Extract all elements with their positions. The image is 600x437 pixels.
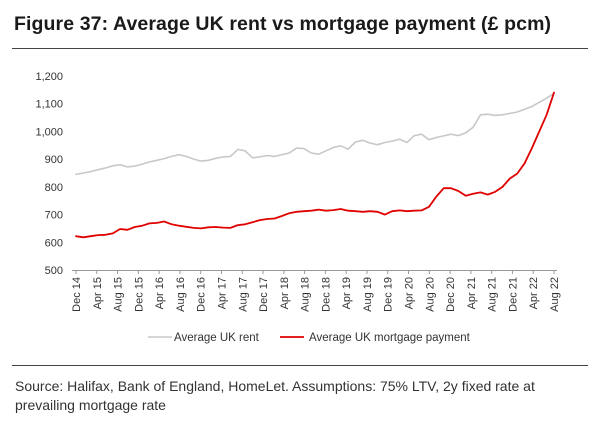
x-tick-label: Apr 15 bbox=[92, 277, 104, 309]
x-tick-label: Aug 21 bbox=[487, 277, 499, 312]
y-tick-label: 600 bbox=[45, 237, 63, 249]
y-axis: 500 600 700 800 900 1,000 1,100 1,200 bbox=[35, 71, 63, 277]
x-tick-label: Dec 16 bbox=[196, 277, 208, 312]
x-tick-label: Aug 15 bbox=[113, 277, 125, 312]
x-tick-label: Dec 15 bbox=[133, 277, 145, 312]
x-tick-label: Aug 18 bbox=[300, 277, 312, 312]
x-tick-label: Dec 14 bbox=[71, 277, 83, 312]
x-tick-label: Apr 16 bbox=[154, 277, 166, 309]
series-line-mortgage bbox=[75, 91, 555, 239]
source-rule bbox=[12, 365, 588, 366]
y-tick-label: 500 bbox=[45, 265, 63, 277]
x-tick-label: Apr 21 bbox=[466, 277, 478, 309]
x-axis: Dec 14 Apr 15 Aug 15 Dec 15 Apr 16 Aug 16 Dec … bbox=[71, 270, 561, 312]
x-tick-label: Apr 17 bbox=[216, 277, 228, 309]
y-tick-label: 1,100 bbox=[35, 99, 63, 111]
x-tick-label: Aug 20 bbox=[424, 277, 436, 312]
x-tick-label: Aug 17 bbox=[237, 277, 249, 312]
series-layer bbox=[75, 91, 555, 239]
source-note: Source: Halifax, Bank of England, HomeLe… bbox=[15, 378, 535, 413]
series-line-rent bbox=[75, 92, 555, 176]
title-rule bbox=[12, 48, 588, 49]
legend-rent-label: Average UK rent bbox=[174, 332, 260, 344]
figure-title: Figure 37: Average UK rent vs mortgage p… bbox=[14, 13, 552, 35]
y-tick-label: 1,200 bbox=[35, 71, 63, 83]
x-tick-label: Dec 21 bbox=[507, 277, 519, 312]
y-tick-label: 700 bbox=[45, 210, 63, 222]
line-chart: 500 600 700 800 900 1,000 1,100 1,200 Dec 14 Apr… bbox=[35, 71, 561, 344]
x-tick-label: Apr 18 bbox=[279, 277, 291, 309]
x-tick-label: Dec 18 bbox=[320, 277, 332, 312]
x-tick-label: Aug 19 bbox=[362, 277, 374, 312]
legend: Average UK rent Average UK mortgage payme… bbox=[148, 332, 471, 344]
x-tick-label: Aug 22 bbox=[549, 277, 561, 312]
x-tick-label: Dec 20 bbox=[445, 277, 457, 312]
y-tick-label: 900 bbox=[45, 154, 63, 166]
x-tick-label: Dec 17 bbox=[258, 277, 270, 312]
x-tick-label: Apr 22 bbox=[528, 277, 540, 309]
x-tick-label: Aug 16 bbox=[175, 277, 187, 312]
y-tick-label: 800 bbox=[45, 182, 63, 194]
x-tick-label: Apr 19 bbox=[341, 277, 353, 309]
y-tick-label: 1,000 bbox=[35, 126, 63, 138]
x-tick-label: Apr 20 bbox=[404, 277, 416, 309]
x-tick-label: Dec 19 bbox=[383, 277, 395, 312]
legend-mortgage-label: Average UK mortgage payment bbox=[309, 332, 471, 344]
